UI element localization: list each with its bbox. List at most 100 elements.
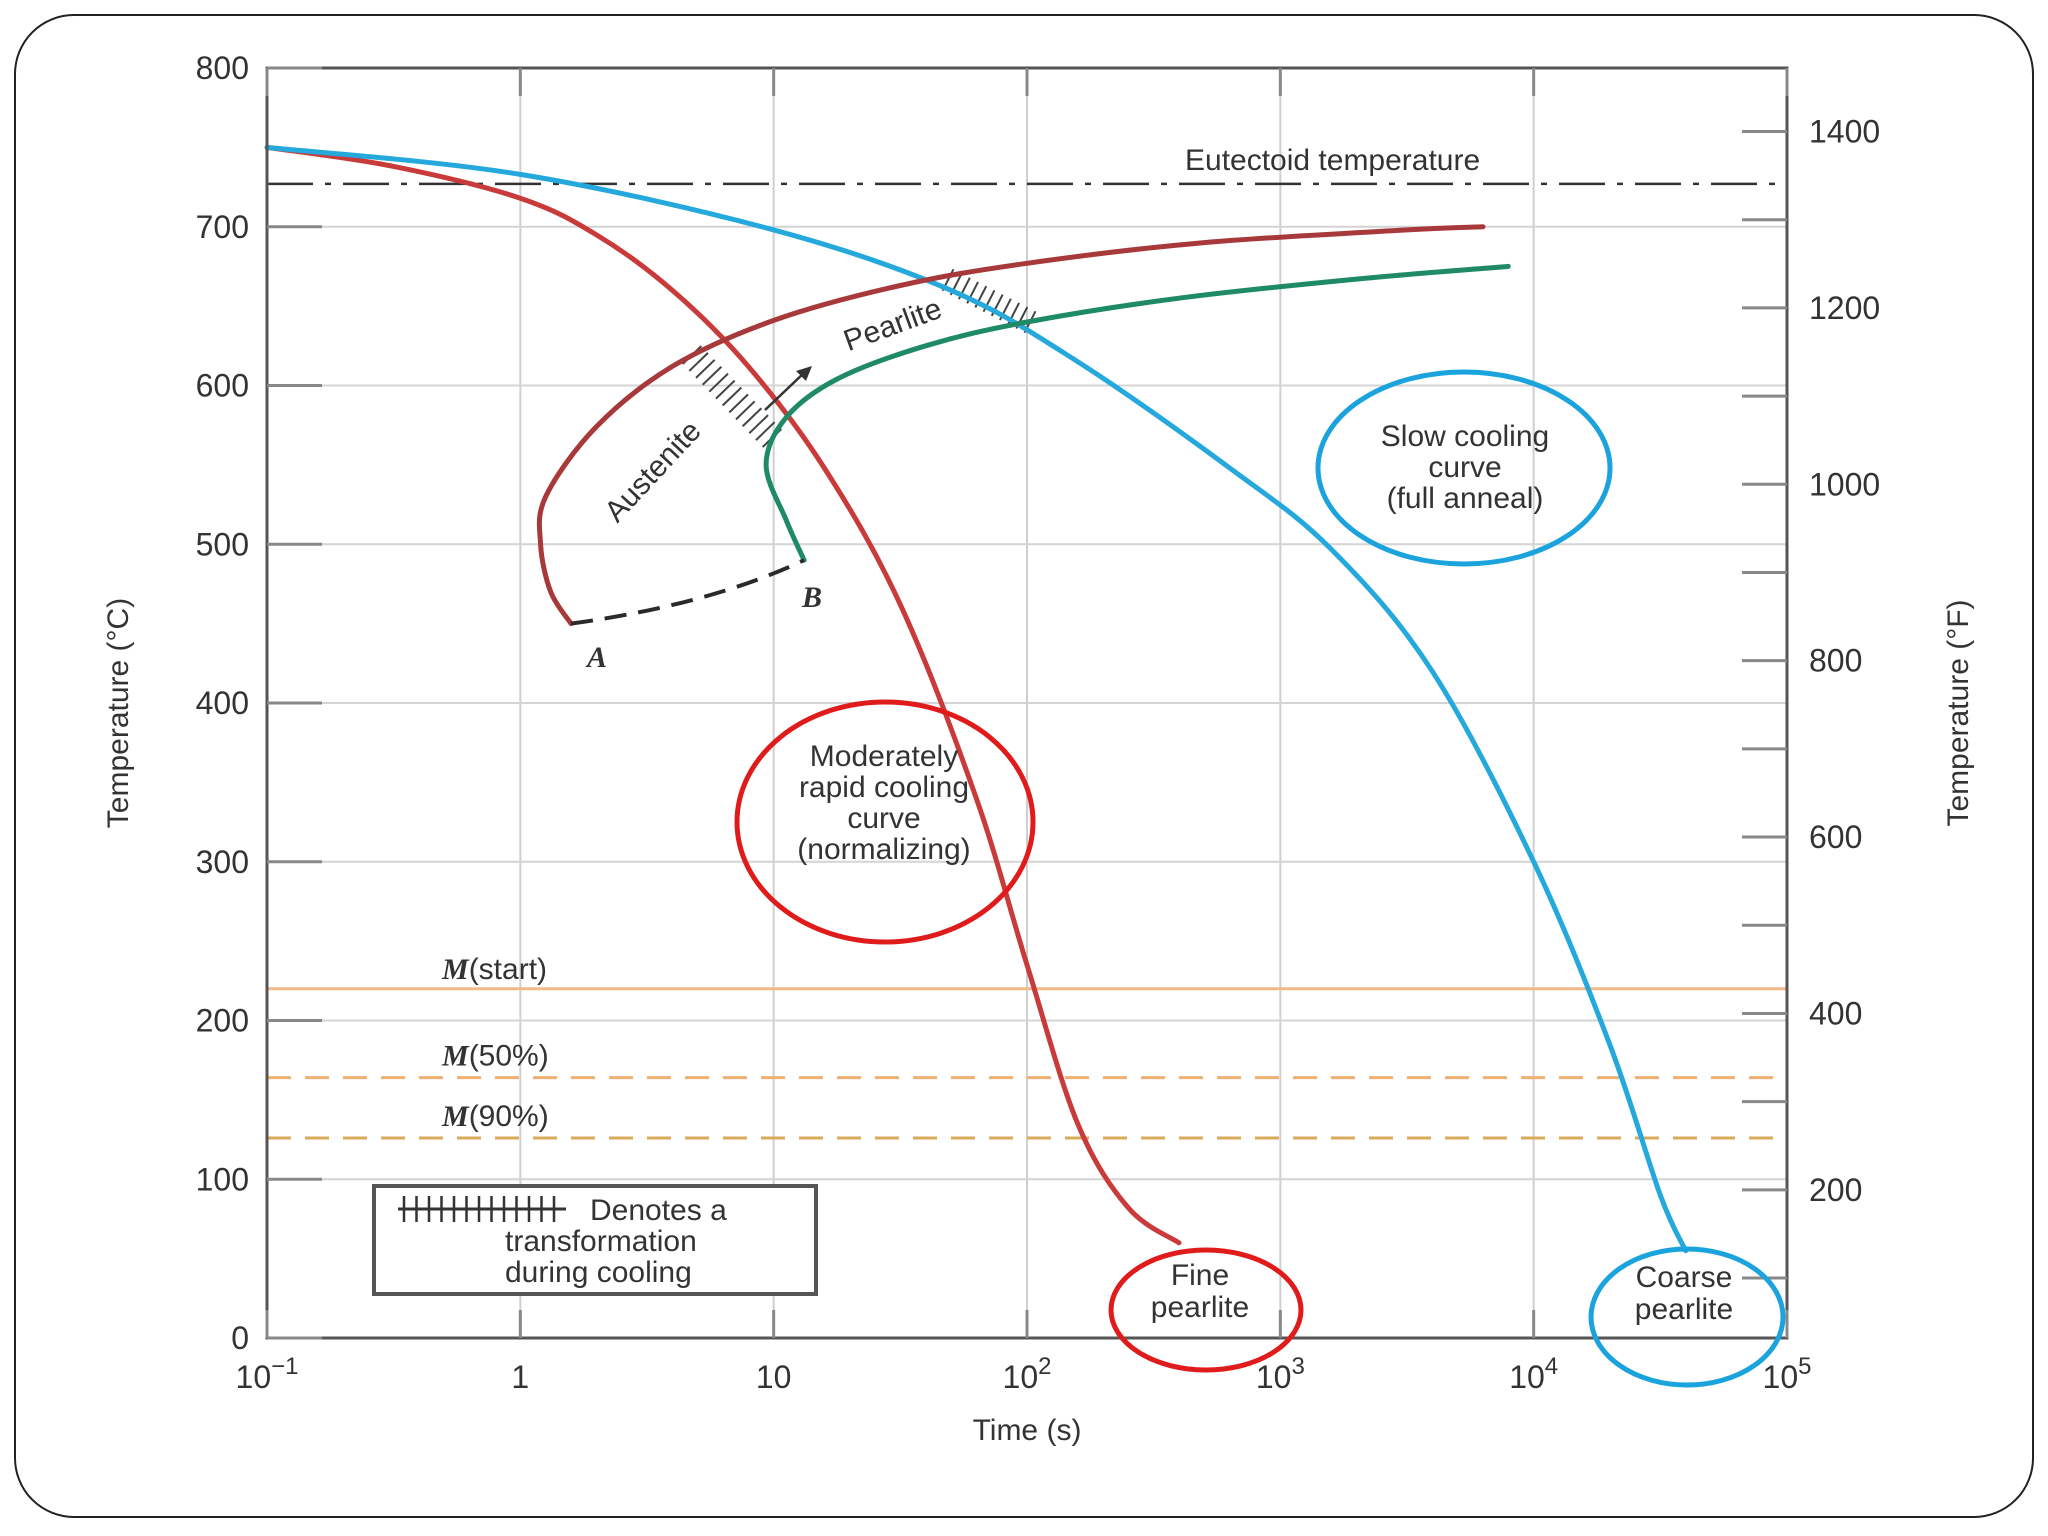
coarse-pearlite-note-line: pearlite [1635, 1293, 1733, 1326]
x-tick-base: 10 [1003, 1359, 1039, 1395]
x-tick-base: 1 [511, 1359, 529, 1395]
x-tick-label: 10 [756, 1359, 792, 1395]
pearlite-label: Pearlite [839, 292, 946, 358]
y-tick-label: 400 [196, 685, 249, 721]
x-tick-label: 103 [1256, 1353, 1305, 1395]
fine-pearlite-highlight-circle [1108, 1247, 1304, 1373]
hatch-tick [741, 407, 763, 427]
y-right-tick-label: 600 [1809, 819, 1862, 855]
y-right-tick-label: 1400 [1809, 114, 1880, 150]
reference-lines [267, 182, 1787, 1140]
y-right-tick-label: 200 [1809, 1172, 1862, 1208]
point-b-label: B [801, 581, 822, 614]
legend-line-3: during cooling [505, 1256, 692, 1289]
hatch-tick [688, 352, 709, 372]
hatch-tick [715, 379, 736, 400]
legend-line-1: Denotes a [590, 1194, 727, 1227]
grid [266, 67, 1788, 1339]
y-right-tick-label: 400 [1809, 995, 1862, 1031]
hatch-tick [755, 421, 776, 441]
y-axis-label-left: Temperature (°C) [102, 598, 135, 828]
full-anneal-note-line: (full anneal) [1387, 482, 1544, 515]
axes: 0 100 200 300 400 500 600 700 800 200 400 600 800 100… [102, 50, 1975, 1447]
x-tick-base: 10 [1509, 1359, 1545, 1395]
pearlite-arrow-line [764, 371, 806, 411]
normalizing-note-line: (normalizing) [797, 833, 970, 866]
x-tick-base: 10 [1256, 1359, 1292, 1395]
y-tick-label: 800 [196, 50, 249, 86]
legend-line-2: transformation [505, 1225, 697, 1258]
eutectoid-label: Eutectoid temperature [1185, 144, 1480, 177]
hatch-tick [728, 393, 749, 414]
y-tick-label: 100 [196, 1161, 249, 1197]
x-tick-exponent: −1 [271, 1353, 298, 1380]
fine-pearlite-note-line: pearlite [1151, 1291, 1249, 1324]
m-90-label-suffix: (90%) [469, 1100, 549, 1133]
x-tick-label: 10−1 [236, 1353, 299, 1395]
full-anneal-curve [264, 144, 1689, 1254]
x-axis-label: Time (s) [973, 1414, 1082, 1447]
y-tick-label: 300 [196, 844, 249, 880]
x-tick-exponent: 5 [1798, 1353, 1811, 1380]
hatch-tick [695, 359, 716, 379]
normalizing-highlight-circle [734, 699, 1036, 945]
y-tick-label: 200 [196, 1003, 249, 1039]
x-tick-base: 10 [1763, 1359, 1799, 1395]
transformation-start-curve [536, 224, 1486, 627]
hatch-tick [735, 400, 756, 421]
x-tick-label: 1 [511, 1359, 529, 1395]
normalizing-curve [264, 144, 1182, 1246]
pearlite-arrow-head [796, 366, 812, 381]
m-90-label-m: M [441, 1100, 470, 1133]
series-curves [264, 144, 1689, 1254]
y-right-tick-label: 1000 [1809, 466, 1880, 502]
legend-box [372, 1184, 818, 1296]
x-tick-label: 104 [1509, 1353, 1558, 1395]
full-anneal-note-line: Slow cooling [1381, 420, 1549, 453]
m-start-label: M(start) [441, 953, 547, 986]
normalizing-note-line: Moderately [810, 740, 958, 773]
hatch-tick [708, 372, 729, 393]
x-tick-exponent: 3 [1291, 1353, 1304, 1380]
normalizing-note-line: curve [847, 802, 920, 835]
m-start-label-suffix: (start) [469, 953, 547, 986]
normalizing-note-line: rapid cooling [799, 771, 969, 804]
coarse-pearlite-highlight-circle [1588, 1246, 1786, 1388]
fine-pearlite-note-line: Fine [1171, 1259, 1229, 1292]
transformation-finish-curve [763, 263, 1511, 563]
m-50-label: M(50%) [441, 1040, 549, 1073]
point-a-label: A [585, 641, 607, 674]
hatch-tick [701, 366, 723, 386]
hatch-tick [748, 414, 769, 434]
y-axis-label-right: Temperature (°F) [1942, 599, 1975, 826]
y-right-tick-label: 1200 [1809, 290, 1880, 326]
x-tick-base: 10 [756, 1359, 792, 1395]
m-50-label-m: M [441, 1040, 470, 1073]
y-tick-label: 0 [231, 1320, 249, 1356]
y-tick-label: 700 [196, 209, 249, 245]
m-90-label: M(90%) [441, 1100, 549, 1133]
y-tick-label: 500 [196, 526, 249, 562]
full-anneal-note-line: curve [1428, 451, 1501, 484]
x-tick-exponent: 4 [1545, 1353, 1558, 1380]
m-start-label-m: M [441, 953, 470, 986]
x-tick-base: 10 [236, 1359, 272, 1395]
a-to-b-dashed-line [570, 558, 805, 626]
hatch-tick [721, 386, 743, 407]
coarse-pearlite-note-line: Coarse [1636, 1261, 1733, 1294]
x-tick-label: 105 [1763, 1353, 1812, 1395]
austenite-label: Austenite [598, 415, 707, 529]
x-tick-label: 102 [1003, 1353, 1052, 1395]
y-right-tick-label: 800 [1809, 643, 1862, 679]
x-tick-exponent: 2 [1038, 1353, 1051, 1380]
hatch-normalizing [681, 345, 783, 448]
m-50-label-suffix: (50%) [469, 1040, 549, 1073]
full-anneal-highlight-circle [1315, 369, 1613, 567]
annotations: Eutectoid temperatureM(start)M(50%)M(90%… [372, 144, 1786, 1388]
